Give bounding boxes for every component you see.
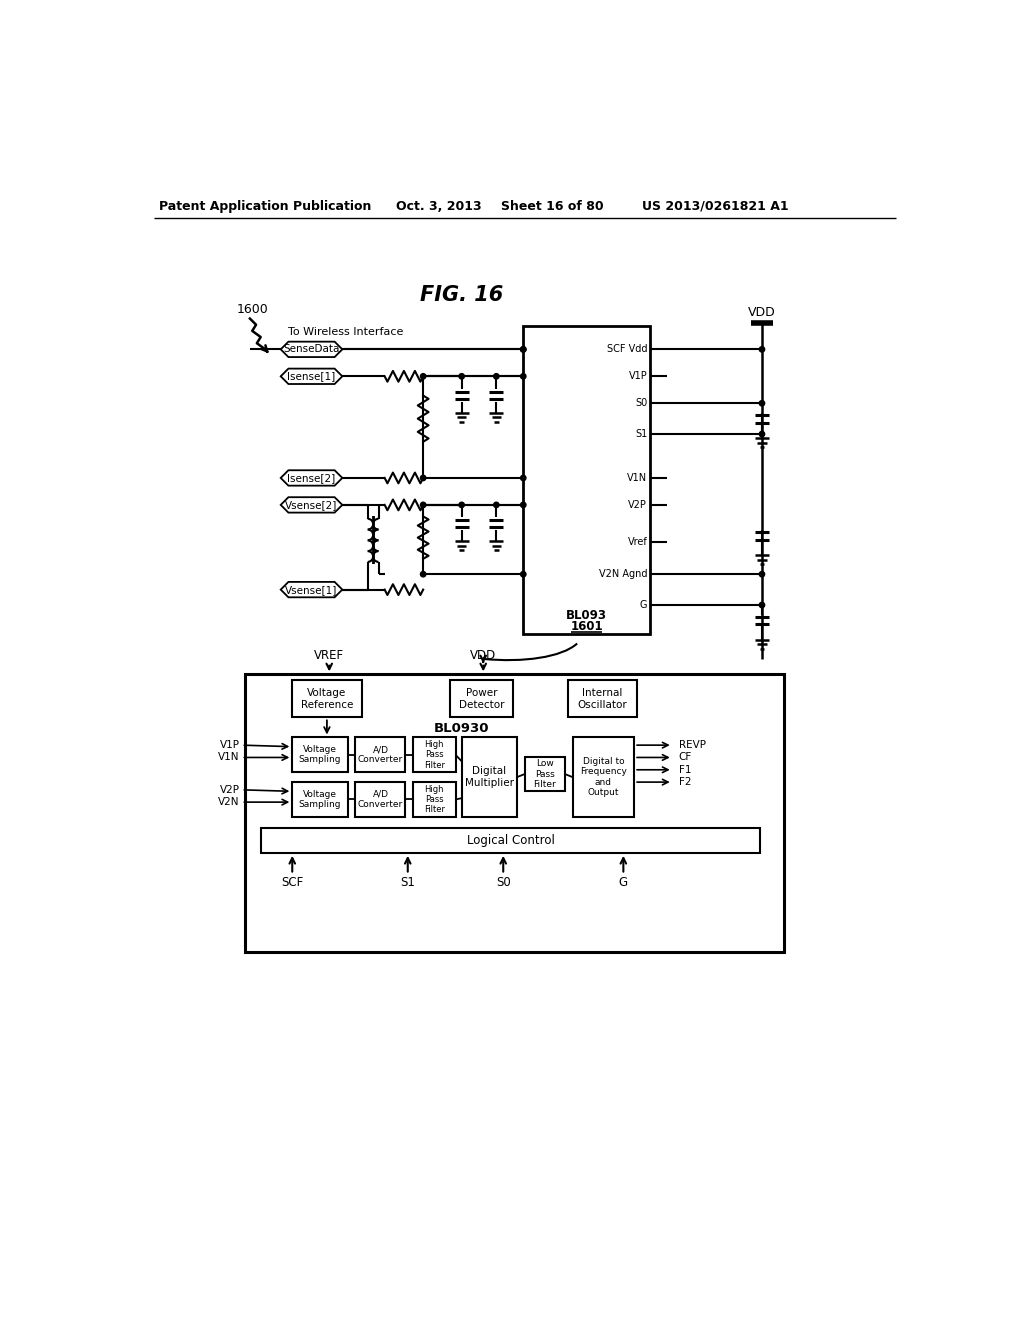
Circle shape [759,347,765,352]
Circle shape [421,502,426,508]
Text: Digital to
Frequency
and
Output: Digital to Frequency and Output [580,756,627,797]
Text: S0: S0 [496,875,511,888]
Circle shape [759,400,765,407]
Text: A/D
Converter: A/D Converter [357,789,403,809]
Circle shape [459,374,464,379]
Text: Sheet 16 of 80: Sheet 16 of 80 [501,199,604,213]
Polygon shape [281,470,342,486]
Text: S1: S1 [400,875,415,888]
Text: G: G [640,601,647,610]
Text: S0: S0 [635,399,647,408]
Text: Isense[1]: Isense[1] [288,371,336,381]
Text: V1P: V1P [629,371,647,381]
Polygon shape [281,342,342,358]
Text: V1P: V1P [220,741,240,750]
Text: Low
Pass
Filter: Low Pass Filter [534,759,556,789]
Text: Vsense[1]: Vsense[1] [286,585,338,594]
Bar [568,681,637,718]
Text: SCF: SCF [282,875,303,888]
Text: VREF: VREF [314,649,344,663]
Bar [462,738,517,817]
Text: Internal
Oscillator: Internal Oscillator [578,688,628,710]
Text: SCF Vdd: SCF Vdd [607,345,647,354]
Text: Voltage
Sampling: Voltage Sampling [299,789,341,809]
Circle shape [520,347,526,352]
Text: Oct. 3, 2013: Oct. 3, 2013 [395,199,481,213]
Text: G: G [618,875,628,888]
Text: V2P: V2P [220,785,240,795]
Circle shape [520,475,526,480]
Bar [292,681,361,718]
Bar [261,829,761,853]
Circle shape [459,502,464,508]
Text: VDD: VDD [749,306,776,319]
Text: High
Pass
Filter: High Pass Filter [424,784,444,814]
Bar [572,738,634,817]
Bar [413,781,456,817]
Text: FIG. 16: FIG. 16 [420,285,503,305]
Circle shape [520,572,526,577]
Text: Voltage
Reference: Voltage Reference [301,688,353,710]
Text: 1601: 1601 [570,620,603,634]
Text: To Wireless Interface: To Wireless Interface [289,326,403,337]
Text: V2P: V2P [629,500,647,510]
Text: V1N: V1N [627,473,647,483]
Bar [524,756,565,792]
Text: US 2013/0261821 A1: US 2013/0261821 A1 [642,199,790,213]
Text: V2N Agnd: V2N Agnd [599,569,647,579]
Bar [355,738,406,772]
Circle shape [520,374,526,379]
Text: V2N: V2N [218,797,240,807]
Polygon shape [281,498,342,512]
Text: S1: S1 [635,429,647,440]
Text: V1N: V1N [218,752,240,763]
Text: REVP: REVP [679,741,706,750]
Circle shape [520,502,526,508]
Text: High
Pass
Filter: High Pass Filter [424,741,444,770]
Text: BL0930: BL0930 [434,722,489,735]
Text: F1: F1 [679,764,691,775]
Text: Vsense[2]: Vsense[2] [286,500,338,510]
Polygon shape [281,582,342,597]
Text: VDD: VDD [470,649,497,663]
Text: 1600: 1600 [237,302,268,315]
Bar [355,781,406,817]
Bar [245,675,783,952]
Circle shape [759,572,765,577]
Bar [292,781,348,817]
Text: Patent Application Publication: Patent Application Publication [159,199,372,213]
Polygon shape [281,368,342,384]
Text: Voltage
Sampling: Voltage Sampling [299,744,341,764]
Bar [413,738,456,772]
Text: BL093: BL093 [566,610,607,622]
Bar [292,738,348,772]
Text: Logical Control: Logical Control [467,834,555,847]
Text: Power
Detector: Power Detector [459,688,505,710]
Circle shape [421,374,426,379]
Circle shape [494,502,499,508]
Text: F2: F2 [679,777,691,787]
Circle shape [421,572,426,577]
Bar [451,681,513,718]
Text: Digital
Multiplier: Digital Multiplier [465,767,514,788]
Text: SenseData: SenseData [284,345,340,354]
Bar [523,326,650,635]
Circle shape [494,374,499,379]
Circle shape [520,347,526,352]
Text: CF: CF [679,752,692,763]
Text: Vref: Vref [628,537,647,546]
Text: Isense[2]: Isense[2] [288,473,336,483]
Circle shape [759,602,765,607]
Circle shape [421,475,426,480]
Text: A/D
Converter: A/D Converter [357,744,403,764]
Circle shape [759,432,765,437]
